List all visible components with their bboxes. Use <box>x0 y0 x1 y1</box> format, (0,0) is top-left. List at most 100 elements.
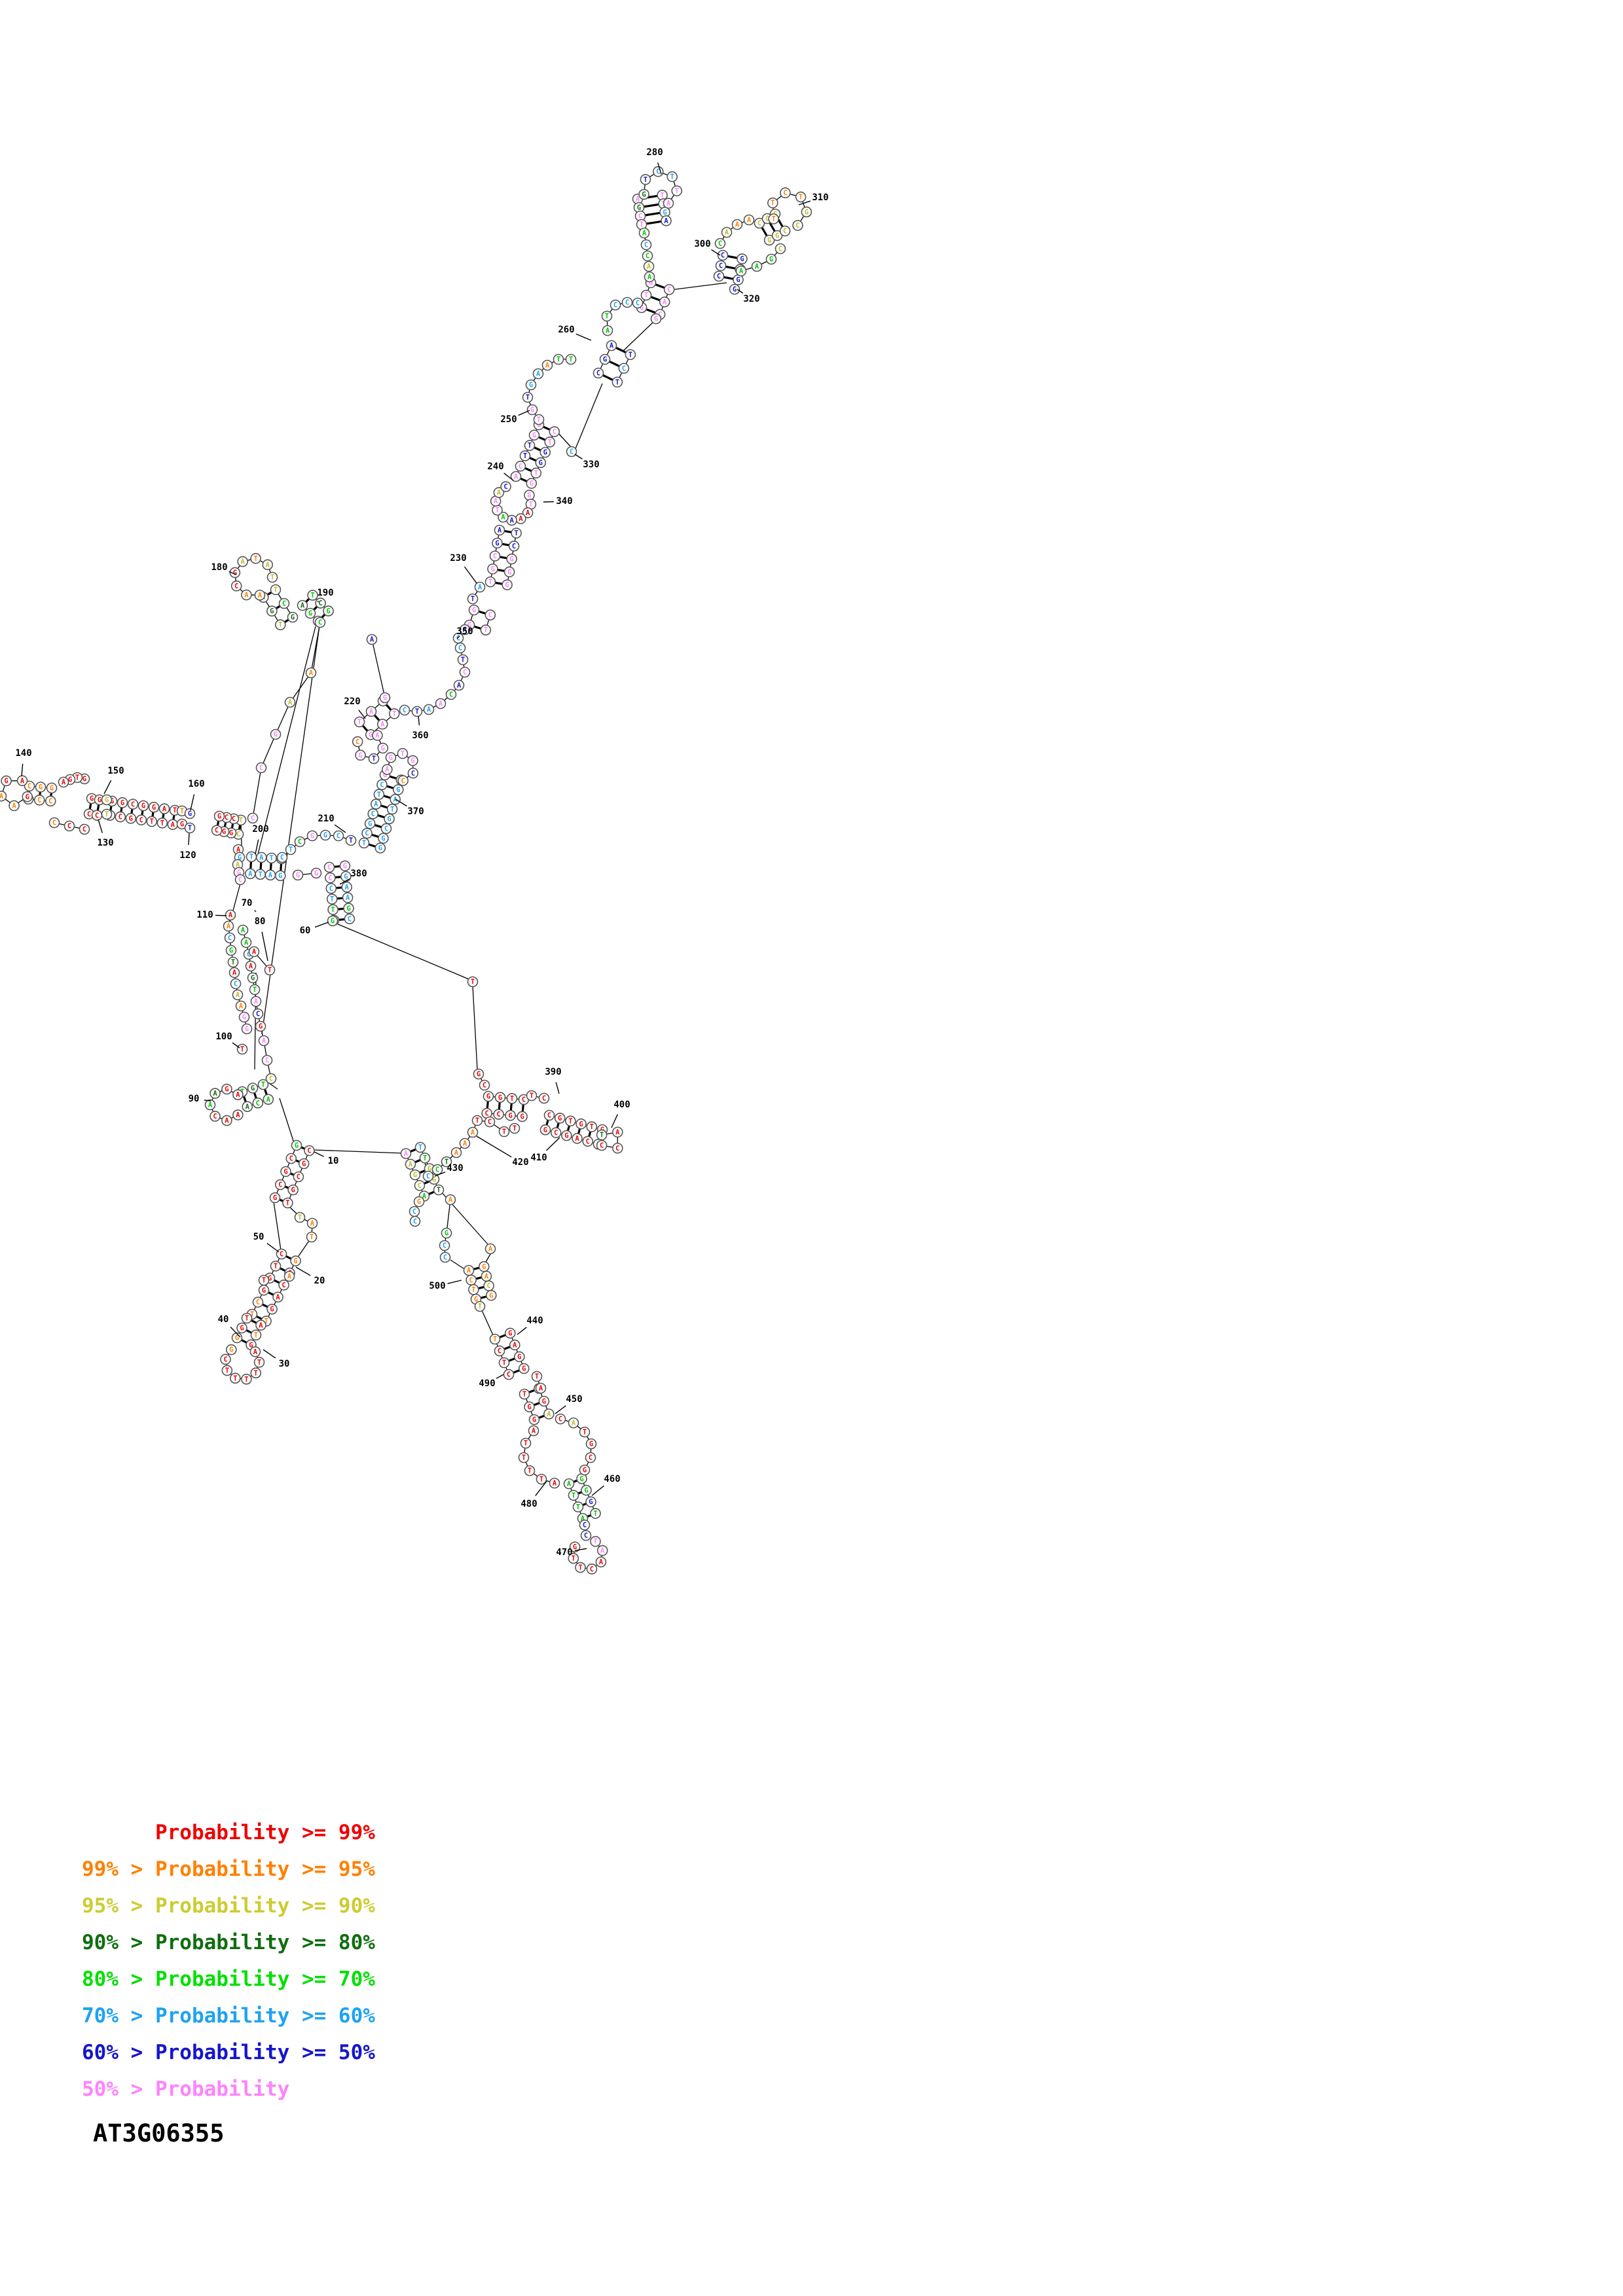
nucleotide: A <box>283 1270 295 1282</box>
svg-text:C: C <box>613 302 617 310</box>
svg-text:A: A <box>439 700 443 708</box>
svg-text:G: G <box>740 255 744 263</box>
nucleotide: G <box>526 478 538 489</box>
position-label: 420 <box>512 1157 528 1168</box>
position-label: 130 <box>97 838 113 848</box>
svg-text:A: A <box>385 766 390 774</box>
svg-text:G: G <box>389 754 393 762</box>
nucleotide: T <box>184 822 196 834</box>
backbone-line <box>279 1098 295 1143</box>
svg-text:T: T <box>423 1155 427 1162</box>
svg-text:C: C <box>282 600 286 608</box>
svg-text:G: G <box>637 204 641 212</box>
svg-text:C: C <box>483 1082 486 1090</box>
svg-text:G: G <box>233 569 237 577</box>
svg-text:G: G <box>296 872 300 880</box>
svg-text:G: G <box>640 304 644 312</box>
svg-text:A: A <box>467 1267 471 1275</box>
svg-text:G: G <box>326 607 330 615</box>
position-label-leader <box>261 931 268 961</box>
nucleotide: A <box>481 1270 492 1282</box>
position-label-leader <box>103 780 112 795</box>
svg-text:T: T <box>180 808 184 816</box>
svg-text:G: G <box>517 1354 521 1361</box>
svg-text:G: G <box>584 1487 588 1495</box>
nucleotide: C <box>459 666 471 678</box>
position-label-leader <box>215 914 227 916</box>
nucleotide: T <box>572 1501 584 1513</box>
nucleotide: C <box>414 1179 426 1191</box>
nucleotide: G <box>323 605 334 617</box>
svg-text:T: T <box>231 959 235 967</box>
legend-row: Probability >= 99% <box>82 1821 375 1844</box>
svg-text:G: G <box>539 459 543 467</box>
nucleotide: T <box>264 964 276 976</box>
svg-text:A: A <box>519 515 523 523</box>
svg-text:G: G <box>237 869 241 877</box>
nucleotide: G <box>483 1090 494 1102</box>
svg-text:T: T <box>258 871 262 879</box>
nucleotide: C <box>24 780 35 792</box>
svg-text:G: G <box>428 1165 431 1173</box>
nucleotide: T <box>146 816 158 827</box>
position-label-leader <box>555 1405 566 1414</box>
nucleotide: A <box>306 1217 318 1229</box>
nucleotide: A <box>644 271 655 283</box>
nucleotide: C <box>640 239 652 251</box>
nucleotide: C <box>484 1116 496 1128</box>
backbone-line <box>481 1310 494 1337</box>
nucleotide: A <box>572 1133 583 1144</box>
nucleotide: T <box>640 173 651 185</box>
nucleotide: G <box>384 813 395 825</box>
svg-text:G: G <box>733 286 737 294</box>
position-label-leader <box>464 566 477 584</box>
nucleotide: T <box>266 852 277 864</box>
nucleotide: C <box>493 1109 504 1120</box>
svg-text:G: G <box>508 1330 512 1338</box>
nucleotide: C <box>454 642 466 654</box>
svg-text:G: G <box>383 772 387 780</box>
position-label: 310 <box>812 192 828 203</box>
nucleotide: G <box>501 579 513 590</box>
svg-text:T: T <box>493 1336 497 1344</box>
nucleotide: T <box>257 1079 269 1090</box>
nucleotide: G <box>101 794 113 806</box>
nucleotide: C <box>293 1171 304 1183</box>
svg-text:G: G <box>520 1113 524 1121</box>
position-label: 370 <box>407 806 424 817</box>
nucleotide: A <box>450 1147 462 1158</box>
position-label-leader <box>395 798 407 807</box>
svg-text:C: C <box>403 707 407 715</box>
nucleotide: T <box>411 706 423 717</box>
svg-text:C: C <box>584 1532 588 1540</box>
nucleotide: G <box>137 800 149 812</box>
nucleotide: A <box>435 698 447 709</box>
position-label: 240 <box>487 461 503 472</box>
svg-text:A: A <box>62 779 66 787</box>
svg-text:A: A <box>610 342 614 350</box>
svg-text:A: A <box>501 514 505 522</box>
svg-text:T: T <box>593 1510 597 1518</box>
nucleotide: C <box>500 481 511 492</box>
position-label: 120 <box>179 850 196 861</box>
svg-text:G: G <box>268 1274 272 1282</box>
nucleotide: A <box>16 775 28 787</box>
nucleotide: G <box>22 791 33 802</box>
svg-text:A: A <box>488 1246 493 1253</box>
nucleotide: C <box>115 811 126 823</box>
nucleotide: T <box>467 976 479 988</box>
nucleotide: A <box>297 600 308 611</box>
svg-text:A: A <box>735 221 740 229</box>
svg-text:G: G <box>278 872 282 880</box>
nucleotide: T <box>611 376 623 388</box>
svg-text:T: T <box>257 1359 261 1367</box>
svg-text:A: A <box>301 602 305 610</box>
nucleotide: A <box>341 882 353 893</box>
svg-text:G: G <box>251 1085 255 1092</box>
nucleotide: G <box>378 833 389 844</box>
nucleotide: T <box>373 789 385 800</box>
nucleotide: C <box>780 187 791 198</box>
nucleotide: C <box>483 1280 494 1291</box>
nucleotide: A <box>595 1556 607 1568</box>
legend-row: 99% > Probability >= 95% <box>82 1857 375 1881</box>
